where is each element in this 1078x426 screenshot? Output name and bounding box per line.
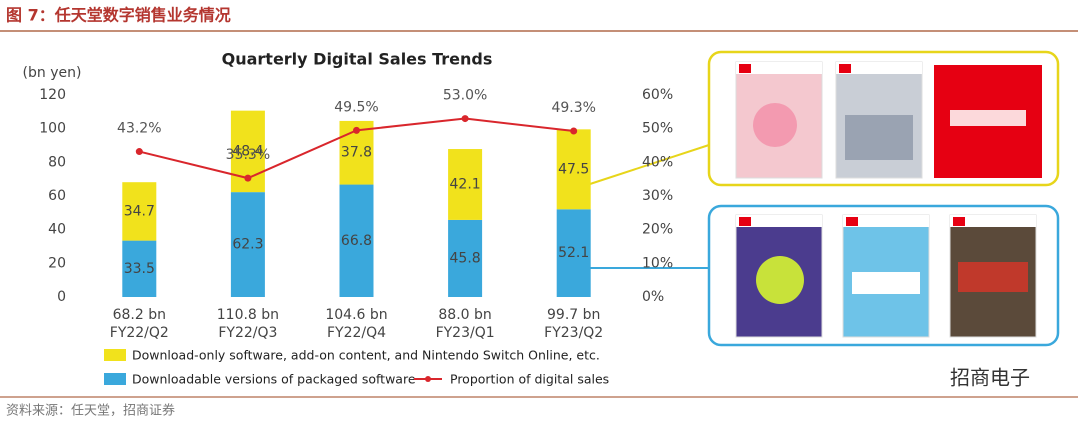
- data-label: 53.0%: [443, 88, 487, 104]
- data-label: 52.1: [558, 245, 589, 261]
- line-point: [135, 148, 143, 156]
- product-images: [735, 61, 1042, 338]
- data-label: 48.4: [232, 143, 263, 159]
- data-label: 66.8: [341, 233, 372, 249]
- bar-segment: [122, 182, 157, 241]
- legend-label: Download-only software, add-on content, …: [132, 348, 600, 363]
- data-label: 37.8: [341, 145, 372, 161]
- bar-segment: [556, 129, 591, 210]
- y-tick-label: 40: [48, 222, 66, 238]
- x-tick-label: FY22/Q3: [218, 325, 277, 341]
- bar-segment: [448, 149, 483, 220]
- data-label: 49.3%: [551, 100, 595, 116]
- data-label: 34.7: [124, 203, 155, 219]
- x-tick-label: FY23/Q2: [544, 325, 603, 341]
- x-tick-total: 104.6 bn: [325, 307, 387, 323]
- panel-packaged: [707, 204, 1060, 347]
- y2-tick-label: 10%: [642, 255, 673, 271]
- bar-segment: [122, 240, 157, 297]
- line-point: [244, 174, 252, 182]
- x-tick-total: 110.8 bn: [217, 307, 279, 323]
- data-label: 47.5: [558, 161, 589, 177]
- connector: [589, 144, 710, 185]
- y-tick-label: 20: [48, 255, 66, 271]
- y-tick-label: 120: [39, 87, 66, 103]
- y-tick-label: 60: [48, 188, 66, 204]
- data-label: 33.5: [124, 261, 155, 277]
- y-axis-label: (bn yen): [23, 65, 82, 81]
- panel-digital-only: [707, 50, 1060, 187]
- data-label: 35.3%: [226, 147, 270, 163]
- report-title: 图 7：任天堂数字销售业务情况: [6, 6, 231, 25]
- y2-tick-label: 50%: [642, 121, 673, 137]
- y2-tick-label: 60%: [642, 87, 673, 103]
- source: 资料来源：任天堂，招商证券: [6, 403, 175, 419]
- watermark: 招商电子: [950, 366, 1030, 390]
- data-label: 42.1: [450, 176, 481, 192]
- line-point: [461, 115, 469, 123]
- y2-tick-label: 30%: [642, 188, 673, 204]
- y2-tick-label: 40%: [642, 154, 673, 170]
- x-tick-label: FY22/Q4: [327, 325, 386, 341]
- x-tick-label: FY22/Q2: [110, 325, 169, 341]
- legend-label: Downloadable versions of packaged softwa…: [132, 372, 416, 387]
- data-label: 62.3: [232, 237, 263, 253]
- y-tick-label: 0: [57, 289, 66, 305]
- legend-swatch: [425, 376, 431, 382]
- bar-segment: [230, 192, 265, 297]
- line-point: [353, 126, 360, 134]
- bar-segment: [448, 219, 483, 297]
- line-point: [570, 127, 578, 135]
- x-tick-label: FY23/Q1: [436, 325, 495, 341]
- data-label: 45.8: [450, 250, 481, 266]
- legend-swatch: [104, 349, 126, 361]
- data-label: 49.5%: [334, 99, 378, 115]
- y-tick-label: 80: [48, 154, 66, 170]
- x-tick-total: 99.7 bn: [547, 307, 600, 323]
- data-label: 43.2%: [117, 121, 161, 137]
- legend-swatch: [104, 373, 126, 385]
- bar-segment: [556, 209, 591, 297]
- y2-tick-label: 20%: [642, 222, 673, 238]
- y2-tick-label: 0%: [642, 289, 664, 305]
- bar-segment: [339, 184, 374, 297]
- legend-label: Proportion of digital sales: [450, 372, 609, 387]
- chart-title: Quarterly Digital Sales Trends: [222, 50, 493, 69]
- x-tick-total: 88.0 bn: [438, 307, 491, 323]
- x-tick-total: 68.2 bn: [113, 307, 166, 323]
- y-tick-label: 100: [39, 121, 66, 137]
